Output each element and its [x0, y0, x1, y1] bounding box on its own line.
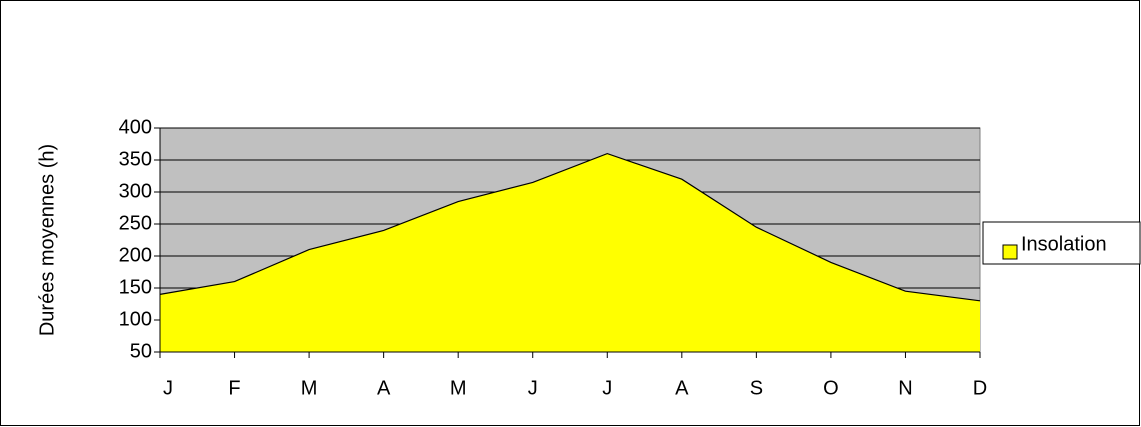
y-tick-label: 200: [119, 244, 152, 266]
y-axis-label: Durées moyennes (h): [36, 144, 58, 336]
y-tick-label: 100: [119, 308, 152, 330]
x-tick-label: M: [450, 377, 467, 399]
y-tick-label: 350: [119, 148, 152, 170]
x-tick-label: A: [377, 377, 391, 399]
x-tick-label: J: [528, 377, 538, 399]
legend-box: [982, 221, 1141, 265]
x-tick-label: A: [675, 377, 689, 399]
y-tick-label: 150: [119, 276, 152, 298]
y-tick-label: 300: [119, 180, 152, 202]
legend-label: Insolation: [1021, 233, 1107, 255]
x-tick-label: J: [163, 377, 173, 399]
x-tick-label: D: [973, 377, 987, 399]
x-tick-label: J: [602, 377, 612, 399]
area-line: [159, 152, 981, 302]
y-tick-label: 400: [119, 116, 152, 138]
legend-swatch: [1002, 244, 1018, 260]
x-tick-label: O: [823, 377, 839, 399]
y-tick-label: 50: [130, 340, 152, 362]
y-tick-label: 250: [119, 212, 152, 234]
x-tick-label: N: [898, 377, 912, 399]
x-tick-label: M: [301, 377, 318, 399]
x-tick-label: S: [750, 377, 763, 399]
area: [160, 153, 980, 352]
x-tick-label: F: [228, 377, 240, 399]
